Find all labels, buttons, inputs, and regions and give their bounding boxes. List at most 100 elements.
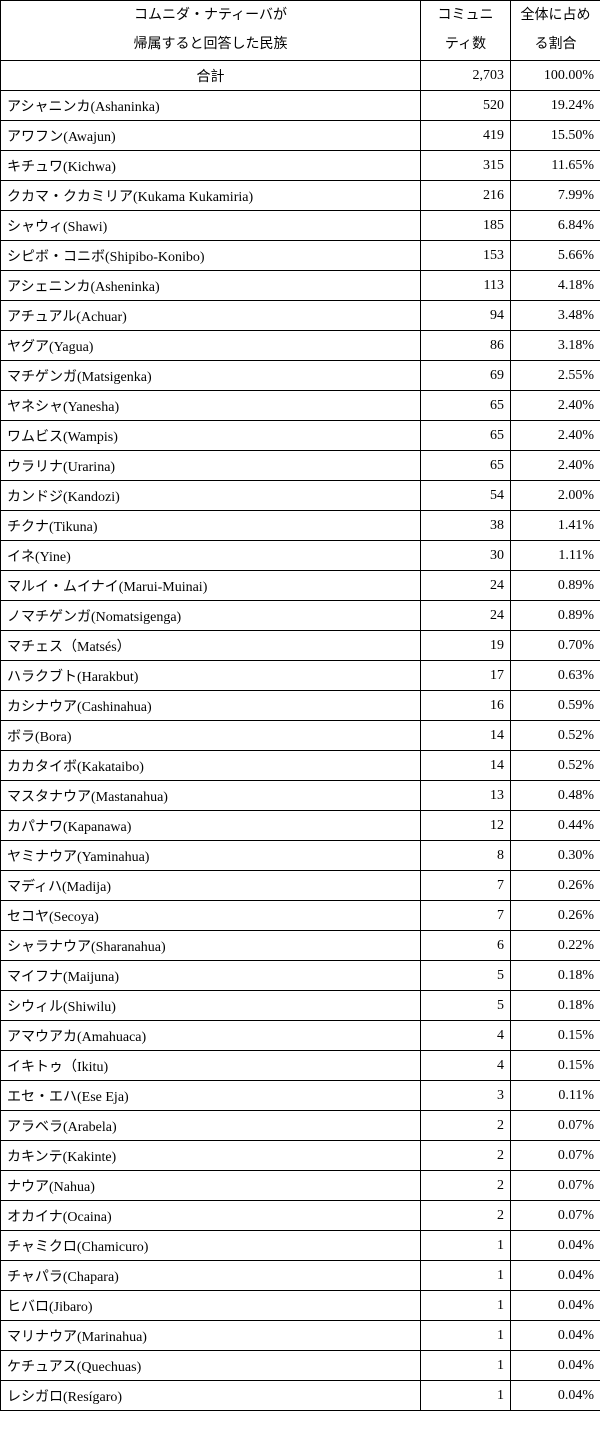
table-row: カシナウア(Cashinahua)160.59% <box>1 691 600 721</box>
col-header-pct-line2: る割合 <box>511 31 600 61</box>
cell-pct: 0.04% <box>511 1321 600 1351</box>
cell-name: クカマ・クカミリア(Kukama Kukamiria) <box>1 181 421 211</box>
cell-pct: 2.55% <box>511 361 600 391</box>
cell-pct: 0.89% <box>511 601 600 631</box>
table-row: カキンテ(Kakinte)20.07% <box>1 1141 600 1171</box>
cell-name: ノマチゲンガ(Nomatsigenga) <box>1 601 421 631</box>
table-row: ノマチゲンガ(Nomatsigenga)240.89% <box>1 601 600 631</box>
table-row: ヤネシャ(Yanesha)652.40% <box>1 391 600 421</box>
cell-name: ナウア(Nahua) <box>1 1171 421 1201</box>
cell-count: 4 <box>421 1021 511 1051</box>
cell-count: 24 <box>421 571 511 601</box>
table-row: イキトゥ（Ikitu)40.15% <box>1 1051 600 1081</box>
total-pct: 100.00% <box>511 61 600 91</box>
col-header-name-line2: 帰属すると回答した民族 <box>1 31 421 61</box>
cell-count: 65 <box>421 421 511 451</box>
cell-name: カンドジ(Kandozi) <box>1 481 421 511</box>
cell-name: カキンテ(Kakinte) <box>1 1141 421 1171</box>
cell-pct: 2.00% <box>511 481 600 511</box>
table-row: クカマ・クカミリア(Kukama Kukamiria)2167.99% <box>1 181 600 211</box>
cell-name: ケチュアス(Quechuas) <box>1 1351 421 1381</box>
table-row: オカイナ(Ocaina)20.07% <box>1 1201 600 1231</box>
cell-name: マスタナウア(Mastanahua) <box>1 781 421 811</box>
cell-name: ハラクブト(Harakbut) <box>1 661 421 691</box>
total-label: 合計 <box>1 61 421 91</box>
cell-name: セコヤ(Secoya) <box>1 901 421 931</box>
cell-pct: 2.40% <box>511 421 600 451</box>
cell-pct: 0.07% <box>511 1201 600 1231</box>
cell-count: 1 <box>421 1381 511 1411</box>
cell-pct: 0.18% <box>511 961 600 991</box>
cell-name: チクナ(Tikuna) <box>1 511 421 541</box>
table-row: イネ(Yine)301.11% <box>1 541 600 571</box>
cell-pct: 0.89% <box>511 571 600 601</box>
table-row: マイフナ(Maijuna)50.18% <box>1 961 600 991</box>
cell-count: 1 <box>421 1261 511 1291</box>
cell-count: 4 <box>421 1051 511 1081</box>
cell-pct: 5.66% <box>511 241 600 271</box>
table-row: マルイ・ムイナイ(Marui-Muinai)240.89% <box>1 571 600 601</box>
cell-name: マディハ(Madija) <box>1 871 421 901</box>
col-header-pct-line1: 全体に占め <box>511 1 600 31</box>
table-row: ヒバロ(Jibaro)10.04% <box>1 1291 600 1321</box>
cell-count: 2 <box>421 1171 511 1201</box>
table-row: アシャニンカ(Ashaninka)52019.24% <box>1 91 600 121</box>
cell-name: アシェニンカ(Asheninka) <box>1 271 421 301</box>
cell-count: 30 <box>421 541 511 571</box>
cell-pct: 0.22% <box>511 931 600 961</box>
table-row: ヤグア(Yagua)863.18% <box>1 331 600 361</box>
cell-count: 113 <box>421 271 511 301</box>
table-row: シャウィ(Shawi)1856.84% <box>1 211 600 241</box>
table-row: マディハ(Madija)70.26% <box>1 871 600 901</box>
cell-name: エセ・エハ(Ese Eja) <box>1 1081 421 1111</box>
cell-name: カカタイボ(Kakataibo) <box>1 751 421 781</box>
cell-count: 86 <box>421 331 511 361</box>
cell-pct: 0.07% <box>511 1111 600 1141</box>
cell-count: 13 <box>421 781 511 811</box>
cell-pct: 1.11% <box>511 541 600 571</box>
cell-pct: 0.63% <box>511 661 600 691</box>
table-row: アマウアカ(Amahuaca)40.15% <box>1 1021 600 1051</box>
table-row: アシェニンカ(Asheninka)1134.18% <box>1 271 600 301</box>
table-row: アワフン(Awajun)41915.50% <box>1 121 600 151</box>
cell-count: 315 <box>421 151 511 181</box>
cell-pct: 0.04% <box>511 1381 600 1411</box>
cell-pct: 0.18% <box>511 991 600 1021</box>
cell-name: マリナウア(Marinahua) <box>1 1321 421 1351</box>
cell-count: 1 <box>421 1351 511 1381</box>
cell-count: 94 <box>421 301 511 331</box>
cell-name: ワムビス(Wampis) <box>1 421 421 451</box>
cell-name: ウラリナ(Urarina) <box>1 451 421 481</box>
table-row: ワムビス(Wampis)652.40% <box>1 421 600 451</box>
cell-count: 7 <box>421 871 511 901</box>
col-header-count-line1: コミュニ <box>421 1 511 31</box>
cell-pct: 0.52% <box>511 751 600 781</box>
cell-pct: 0.07% <box>511 1171 600 1201</box>
cell-count: 2 <box>421 1111 511 1141</box>
cell-name: シピボ・コニボ(Shipibo-Konibo) <box>1 241 421 271</box>
table-row: ウラリナ(Urarina)652.40% <box>1 451 600 481</box>
cell-name: アラベラ(Arabela) <box>1 1111 421 1141</box>
table-row: セコヤ(Secoya)70.26% <box>1 901 600 931</box>
cell-count: 520 <box>421 91 511 121</box>
cell-count: 14 <box>421 751 511 781</box>
cell-count: 38 <box>421 511 511 541</box>
cell-name: マチゲンガ(Matsigenka) <box>1 361 421 391</box>
cell-name: チャパラ(Chapara) <box>1 1261 421 1291</box>
cell-name: イネ(Yine) <box>1 541 421 571</box>
cell-name: キチュワ(Kichwa) <box>1 151 421 181</box>
col-header-name-line1: コムニダ・ナティーバが <box>1 1 421 31</box>
cell-count: 7 <box>421 901 511 931</box>
cell-count: 17 <box>421 661 511 691</box>
table-row: エセ・エハ(Ese Eja)30.11% <box>1 1081 600 1111</box>
table-body: 合計 2,703 100.00% アシャニンカ(Ashaninka)52019.… <box>1 61 600 1411</box>
cell-count: 216 <box>421 181 511 211</box>
cell-name: オカイナ(Ocaina) <box>1 1201 421 1231</box>
cell-name: カシナウア(Cashinahua) <box>1 691 421 721</box>
cell-count: 14 <box>421 721 511 751</box>
cell-count: 16 <box>421 691 511 721</box>
table-row: チャミクロ(Chamicuro)10.04% <box>1 1231 600 1261</box>
cell-pct: 3.18% <box>511 331 600 361</box>
cell-pct: 3.48% <box>511 301 600 331</box>
cell-count: 69 <box>421 361 511 391</box>
